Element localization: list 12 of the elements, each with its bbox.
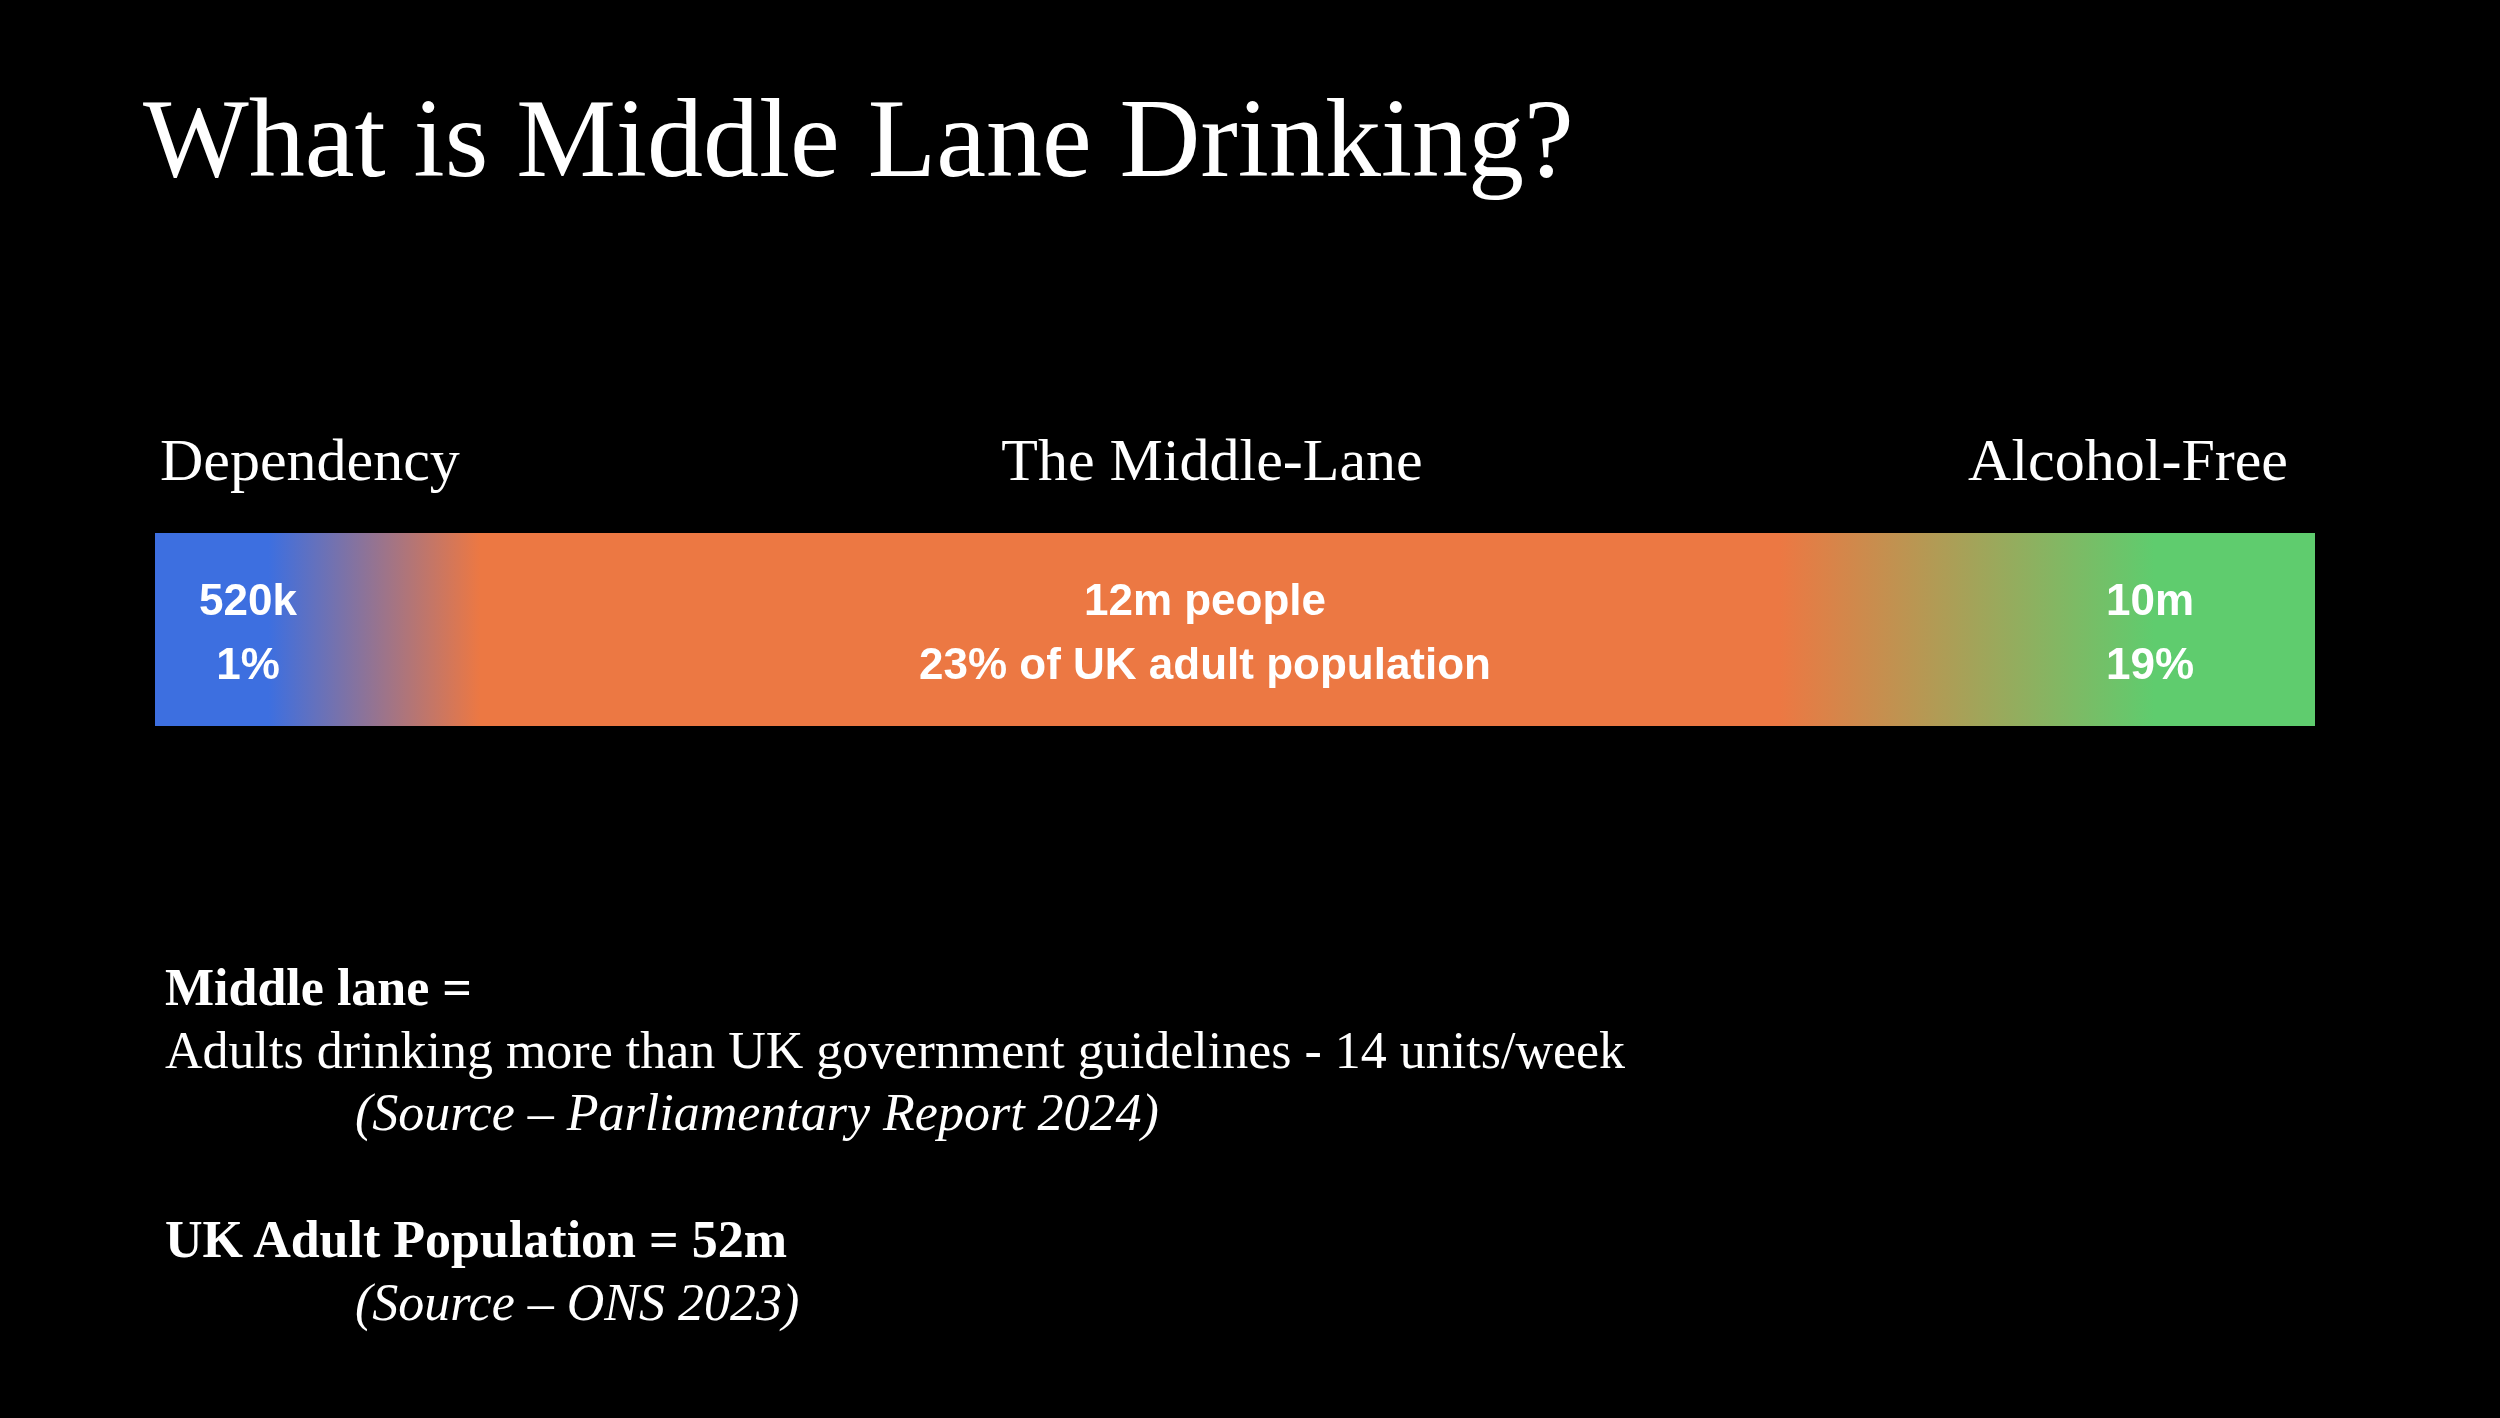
- category-label: Alcohol-Free: [1968, 427, 2288, 493]
- text: (Source – ONS 2023): [355, 1274, 800, 1332]
- category-label: Dependency: [160, 427, 460, 493]
- data-label: 10m 19%: [2105, 575, 2195, 688]
- text: UK Adult Population = 52m: [165, 1211, 787, 1268]
- data-label: 12m people 23% of UK adult population: [919, 575, 1491, 688]
- text: Middle lane =: [165, 959, 472, 1016]
- text: Adults drinking more than UK government guidelines - 14 units/week: [165, 1022, 1626, 1079]
- text: What is Middle Lane Drinking?: [143, 76, 1574, 200]
- data-label: 520k 1%: [199, 575, 298, 688]
- category-label: The Middle-Lane: [1001, 427, 1423, 493]
- text: (Source – Parliamentary Report 2024): [355, 1084, 1159, 1142]
